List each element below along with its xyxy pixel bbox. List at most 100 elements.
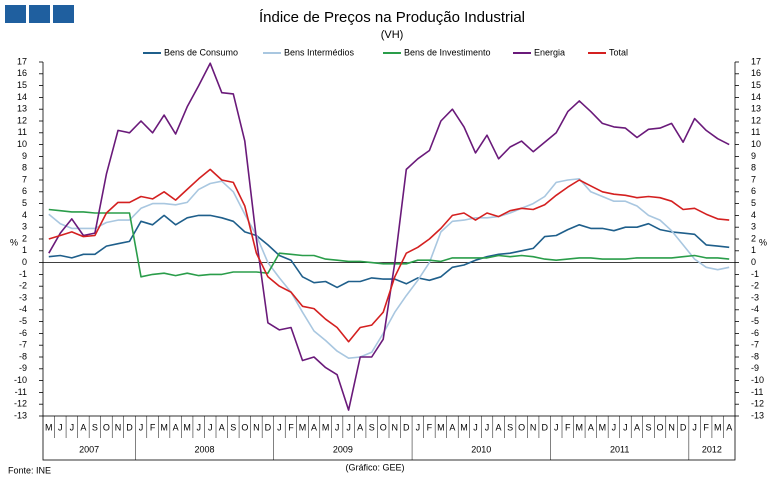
year-label: 2011	[610, 444, 629, 454]
x-tick-label: N	[253, 422, 260, 432]
y2-tick-label: 4	[751, 210, 756, 220]
year-label: 2010	[471, 444, 491, 454]
y2-tick-label: -7	[751, 340, 759, 350]
x-tick-label: F	[150, 422, 156, 432]
y-tick-label: 1	[22, 245, 27, 255]
source: Fonte: INE	[8, 465, 51, 475]
y-tick-label: -6	[19, 328, 27, 338]
x-tick-label: S	[92, 422, 98, 432]
series-line	[48, 168, 730, 343]
y2-tick-label: -9	[751, 363, 759, 373]
y2-tick-label: -12	[751, 399, 764, 409]
series-line	[48, 178, 730, 360]
y2-tick-label: -5	[751, 316, 759, 326]
x-tick-label: A	[311, 422, 317, 432]
y-tick-label: -8	[19, 351, 27, 361]
x-tick-label: A	[634, 422, 640, 432]
x-tick-label: M	[576, 422, 584, 432]
y-tick-label: 14	[17, 92, 27, 102]
x-tick-label: O	[657, 422, 664, 432]
x-tick-label: J	[196, 422, 201, 432]
series-line	[48, 214, 730, 289]
x-tick-label: D	[126, 422, 133, 432]
x-tick-label: O	[380, 422, 387, 432]
x-tick-label: D	[265, 422, 272, 432]
year-label: 2012	[702, 444, 722, 454]
x-tick-label: J	[612, 422, 617, 432]
x-tick-label: J	[208, 422, 213, 432]
y-tick-label: -5	[19, 316, 27, 326]
y-tick-label: -4	[19, 304, 27, 314]
x-tick-label: N	[530, 422, 537, 432]
x-tick-label: J	[473, 422, 478, 432]
x-tick-label: F	[565, 422, 571, 432]
y-tick-label: -7	[19, 340, 27, 350]
x-tick-label: O	[518, 422, 525, 432]
y-tick-label: 13	[17, 104, 27, 114]
legend-label: Bens de Investimento	[404, 47, 491, 57]
x-tick-label: J	[692, 422, 697, 432]
legend-label: Bens Intermédios	[284, 47, 355, 57]
y2-tick-label: 12	[751, 115, 761, 125]
x-tick-label: J	[416, 422, 421, 432]
y-tick-label: 11	[18, 127, 27, 137]
x-tick-label: F	[427, 422, 433, 432]
y2-tick-label: 2	[751, 233, 756, 243]
y-tick-label: -1	[19, 269, 27, 279]
x-tick-label: J	[623, 422, 628, 432]
x-tick-label: M	[45, 422, 53, 432]
x-tick-label: J	[58, 422, 63, 432]
y2-tick-label: 14	[751, 92, 761, 102]
x-tick-label: M	[714, 422, 722, 432]
y2-tick-label: 6	[751, 186, 756, 196]
y2-tick-label: -13	[751, 410, 764, 420]
logo-block	[5, 5, 26, 23]
y-tick-label: 12	[17, 115, 27, 125]
x-tick-label: A	[80, 422, 86, 432]
x-tick-label: J	[277, 422, 282, 432]
y-tick-label: -10	[14, 375, 27, 385]
credit: (Gráfico: GEE)	[345, 462, 404, 472]
chart-subtitle: (VH)	[381, 29, 404, 41]
y-tick-label: 7	[22, 174, 27, 184]
x-tick-label: N	[392, 422, 399, 432]
legend-label: Total	[609, 47, 628, 57]
x-tick-label: A	[357, 422, 363, 432]
y2-tick-label: 9	[751, 151, 756, 161]
series-line	[48, 62, 730, 411]
chart-title: Índice de Preços na Produção Industrial	[259, 9, 525, 26]
year-label: 2008	[194, 444, 214, 454]
series-line	[48, 208, 730, 278]
x-tick-label: J	[70, 422, 75, 432]
y2-tick-label: 16	[751, 68, 761, 78]
logo-block	[29, 5, 50, 23]
x-tick-label: A	[726, 422, 732, 432]
x-tick-label: A	[496, 422, 502, 432]
year-label: 2009	[333, 444, 353, 454]
y2-tick-label: 10	[751, 139, 761, 149]
y-tick-label: 16	[17, 68, 27, 78]
x-tick-label: A	[219, 422, 225, 432]
y2-tick-label: -10	[751, 375, 764, 385]
x-tick-label: J	[139, 422, 144, 432]
y-axis-label: %	[10, 237, 18, 247]
y-tick-label: -2	[19, 281, 27, 291]
x-tick-label: J	[485, 422, 490, 432]
y2-tick-label: -6	[751, 328, 759, 338]
x-tick-label: A	[449, 422, 455, 432]
y-tick-label: -3	[19, 292, 27, 302]
y-tick-label: -13	[14, 410, 27, 420]
y-tick-label: 10	[17, 139, 27, 149]
y2-axis-label: %	[759, 237, 767, 247]
x-tick-label: O	[241, 422, 248, 432]
legend-label: Bens de Consumo	[164, 47, 238, 57]
y-tick-label: -12	[14, 399, 27, 409]
y-tick-label: 3	[22, 222, 27, 232]
x-tick-label: S	[369, 422, 375, 432]
y-tick-label: 0	[22, 257, 27, 267]
x-tick-label: D	[680, 422, 687, 432]
x-tick-label: J	[335, 422, 340, 432]
x-tick-label: M	[437, 422, 445, 432]
y2-tick-label: -2	[751, 281, 759, 291]
